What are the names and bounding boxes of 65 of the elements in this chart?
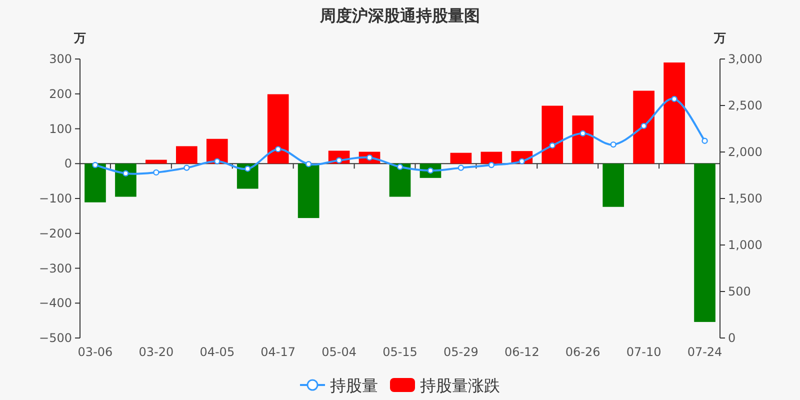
y-tick-label: 200 [49, 86, 72, 101]
point [518, 158, 526, 164]
point [671, 96, 678, 102]
bar [450, 152, 472, 164]
legend-label: 持股量涨跌 [420, 376, 500, 395]
x-tick-label: 06-26 [565, 345, 600, 359]
point [244, 166, 251, 172]
point [92, 162, 98, 168]
x-tick-label: 03-20 [138, 345, 174, 359]
legend-label: 持股量 [330, 376, 378, 395]
y-tick-label: 300 [49, 52, 72, 66]
point [396, 164, 404, 170]
y2-tick-label: 500 [728, 284, 751, 298]
point [702, 138, 708, 144]
bar [267, 94, 289, 164]
bar [84, 164, 106, 202]
x-tick-label: 04-05 [200, 345, 235, 359]
point [305, 160, 312, 168]
y2-tick-label: 1,500 [728, 192, 762, 206]
bar [115, 164, 136, 197]
bar [146, 160, 167, 164]
point [549, 142, 556, 149]
x-tick-label: 05-15 [382, 345, 418, 359]
y-tick-label: −300 [39, 261, 72, 276]
bar [694, 164, 716, 322]
y2-tick-label: 1,000 [728, 238, 762, 252]
x-tick-label: 03-06 [78, 345, 113, 359]
bar [298, 164, 320, 218]
point [153, 169, 160, 176]
bar [602, 164, 624, 207]
x-tick-label: 07-24 [687, 345, 722, 359]
y-tick-label: 0 [64, 156, 72, 171]
y2-axis-title: 万 [713, 31, 726, 45]
bar [480, 152, 502, 164]
bar [389, 164, 411, 197]
x-tick-label: 05-04 [322, 345, 356, 359]
y-tick-label: −100 [39, 192, 72, 206]
y2-tick-label: 3,000 [728, 52, 762, 66]
point [458, 164, 464, 171]
bar [664, 62, 685, 164]
x-tick-label: 07-10 [626, 345, 662, 359]
point [488, 162, 495, 168]
bar [633, 90, 654, 164]
bar [542, 106, 564, 164]
chart-title: 周度沪深股通持股量图 [319, 6, 480, 25]
x-tick-label: 05-29 [444, 345, 478, 359]
bar [572, 115, 594, 164]
point [580, 130, 586, 136]
point [610, 141, 616, 148]
point [640, 122, 647, 130]
x-tick-label: 04-17 [260, 345, 296, 359]
y-tick-label: −500 [39, 331, 72, 345]
point [122, 170, 129, 176]
point [214, 158, 220, 164]
y2-tick-label: 2,000 [728, 145, 762, 159]
y-tick-label: −400 [39, 296, 72, 310]
y-tick-label: 100 [49, 122, 72, 136]
y-axis-title: 万 [73, 31, 86, 45]
point [274, 146, 282, 152]
bar [176, 146, 198, 164]
x-tick-label: 06-12 [504, 345, 540, 359]
point [184, 164, 190, 171]
y2-tick-label: 2,500 [728, 98, 762, 112]
y-tick-label: −200 [39, 226, 72, 240]
y2-tick-label: 0 [728, 331, 736, 345]
